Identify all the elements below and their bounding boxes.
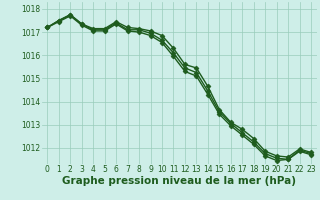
X-axis label: Graphe pression niveau de la mer (hPa): Graphe pression niveau de la mer (hPa) (62, 176, 296, 186)
